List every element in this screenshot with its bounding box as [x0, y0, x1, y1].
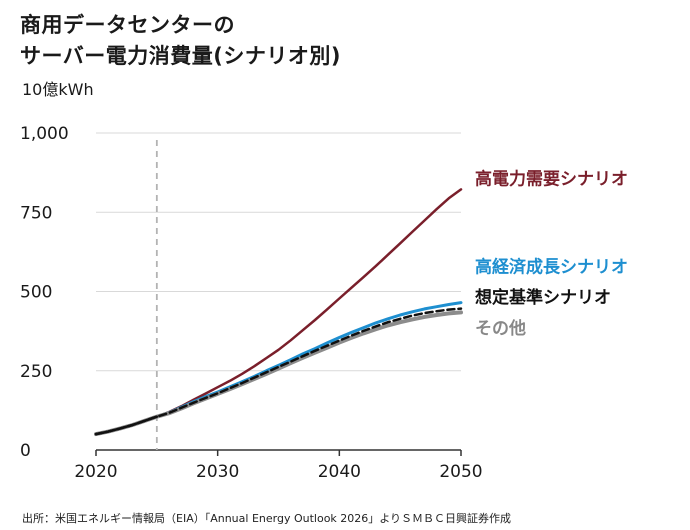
chart-title: 商用データセンターの サーバー電力消費量(シナリオ別)	[20, 10, 341, 72]
series-label: 高電力需要シナリオ	[475, 168, 628, 189]
series-label: その他	[475, 318, 526, 339]
x-tick-label: 2040	[318, 462, 361, 482]
y-axis-unit: 10億kWh	[22, 80, 94, 99]
y-tick-label: 250	[20, 362, 52, 382]
line-chart: 0 250 500 750 1,000 2020 2030 2040 2050 高電力需要シナリオ…	[20, 124, 628, 482]
y-tick-label: 750	[20, 203, 52, 223]
series-label: 高経済成長シナリオ	[475, 256, 628, 277]
x-tick-label: 2020	[74, 462, 117, 482]
source-note: 出所：米国エネルギー情報局（EIA）「Annual Energy Outlook…	[22, 512, 512, 525]
y-tick-label: 1,000	[20, 124, 69, 144]
y-tick-label: 500	[20, 283, 52, 303]
chart-title-line-1: 商用データセンターの	[20, 13, 235, 37]
series-label: 想定基準シナリオ	[475, 287, 611, 308]
y-tick-label: 0	[20, 441, 31, 461]
series-line	[94, 310, 463, 437]
chart-title-line-2: サーバー電力消費量(シナリオ別)	[20, 44, 341, 68]
series-line	[94, 307, 463, 436]
x-tick-label: 2050	[439, 462, 482, 482]
series-line	[94, 188, 463, 436]
series-line	[94, 415, 159, 436]
x-tick-label: 2030	[196, 462, 239, 482]
